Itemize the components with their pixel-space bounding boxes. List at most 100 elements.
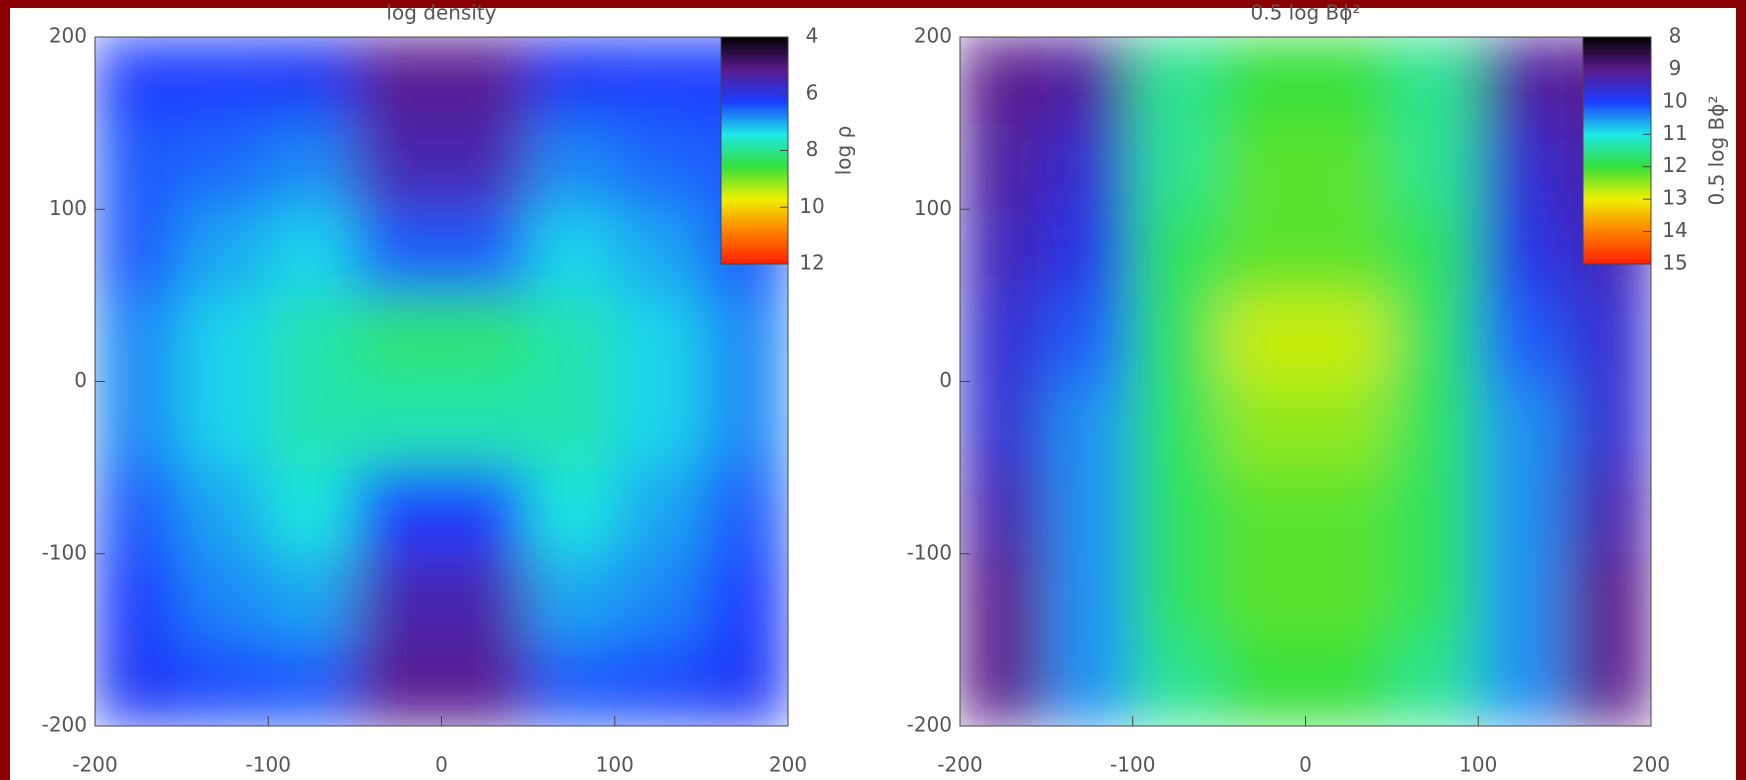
y-tick-label: -200 xyxy=(907,713,952,737)
heat-cell xyxy=(354,294,442,382)
colorbar-tick-label: 15 xyxy=(1662,251,1687,275)
heat-cell xyxy=(1218,553,1306,641)
heat-cell xyxy=(181,294,269,382)
colorbar xyxy=(720,36,789,265)
heat-cell xyxy=(960,381,1047,469)
heat-cell xyxy=(1477,467,1566,555)
heat-cell xyxy=(267,467,356,555)
heat-cell xyxy=(354,381,442,469)
heat-cell xyxy=(354,208,442,296)
heat-cell xyxy=(1045,122,1134,210)
heat-cell xyxy=(1391,208,1479,296)
x-tick-label: 200 xyxy=(1632,753,1670,777)
chart-title: log density xyxy=(386,1,496,25)
heat-cell xyxy=(527,553,616,641)
heat-cell xyxy=(1132,37,1220,124)
heat-cell xyxy=(1391,639,1479,726)
heat-cell xyxy=(1391,294,1479,382)
heat-cell xyxy=(700,639,788,726)
heat-cell xyxy=(1305,381,1393,469)
heat-cell xyxy=(354,467,442,555)
heat-cell xyxy=(354,122,442,210)
heat-cell xyxy=(95,553,183,641)
colorbar-tick-label: 6 xyxy=(806,80,819,104)
x-tick-label: 0 xyxy=(435,753,448,777)
x-tick-label: -200 xyxy=(72,753,117,777)
heat-cell xyxy=(1477,639,1566,726)
heat-cell xyxy=(1477,37,1566,124)
y-tick-label: -100 xyxy=(42,540,87,564)
heat-cell xyxy=(1045,639,1134,726)
heat-cell xyxy=(1564,294,1651,382)
heat-cell xyxy=(1132,639,1220,726)
heat-cell xyxy=(267,208,356,296)
heat-cell xyxy=(1305,122,1393,210)
heat-cell xyxy=(1045,37,1134,124)
heat-cell xyxy=(267,294,356,382)
heat-cell xyxy=(960,208,1047,296)
y-tick-label: -100 xyxy=(907,540,952,564)
heat-cell xyxy=(700,553,788,641)
heat-cell xyxy=(1132,122,1220,210)
heat-cell xyxy=(1045,208,1134,296)
heat-cell xyxy=(1391,467,1479,555)
colorbar-tick-label: 13 xyxy=(1662,186,1687,210)
heat-cell xyxy=(614,208,702,296)
colorbar-tick-label: 10 xyxy=(799,194,824,218)
colorbar-tick-label: 9 xyxy=(1669,56,1682,80)
heat-cell xyxy=(614,37,702,124)
colorbar-label: 0.5 log Bϕ² xyxy=(1705,96,1729,206)
x-tick-label: -100 xyxy=(1110,753,1155,777)
heatmap-cells xyxy=(95,37,788,726)
heat-cell xyxy=(614,553,702,641)
heat-cell xyxy=(354,553,442,641)
heat-cell xyxy=(95,639,183,726)
heat-cell xyxy=(1218,381,1306,469)
heat-cell xyxy=(960,37,1047,124)
heat-cell xyxy=(267,37,356,124)
heat-cell xyxy=(1218,294,1306,382)
y-tick-label: 100 xyxy=(914,196,952,220)
heat-cell xyxy=(181,122,269,210)
heat-cell xyxy=(1132,467,1220,555)
y-tick-label: -200 xyxy=(42,713,87,737)
heatmap-cells xyxy=(960,37,1651,726)
heat-cell xyxy=(1477,122,1566,210)
heat-cell xyxy=(1391,37,1479,124)
heat-cell xyxy=(1132,294,1220,382)
colorbar-tick-label: 4 xyxy=(806,24,819,48)
heat-cell xyxy=(181,208,269,296)
colorbar xyxy=(1582,36,1652,265)
heat-cell xyxy=(1045,467,1134,555)
colorbar-tick-label: 8 xyxy=(806,137,819,161)
colorbar-tick-label: 12 xyxy=(1662,153,1687,177)
heat-cell xyxy=(1391,122,1479,210)
heat-cell xyxy=(614,122,702,210)
heat-cell xyxy=(1218,639,1306,726)
x-tick-label: 100 xyxy=(1459,753,1497,777)
heat-cell xyxy=(1218,208,1306,296)
heat-cell xyxy=(441,467,529,555)
heat-cell xyxy=(95,208,183,296)
heat-cell xyxy=(441,294,529,382)
chart-title: 0.5 log Bϕ² xyxy=(1251,1,1361,25)
heat-cell xyxy=(1218,122,1306,210)
heat-cell xyxy=(354,37,442,124)
heat-cell xyxy=(1305,553,1393,641)
heat-cell xyxy=(1477,208,1566,296)
heat-cell xyxy=(441,208,529,296)
colorbar-tick-label: 8 xyxy=(1669,24,1682,48)
x-tick-label: 0 xyxy=(1299,753,1312,777)
heat-cell xyxy=(95,381,183,469)
heat-cell xyxy=(1305,467,1393,555)
heat-cell xyxy=(1391,381,1479,469)
heat-cell xyxy=(95,122,183,210)
heat-cell xyxy=(1391,553,1479,641)
heat-cell xyxy=(1477,294,1566,382)
heat-cell xyxy=(527,639,616,726)
heat-cell xyxy=(527,467,616,555)
x-tick-label: 100 xyxy=(596,753,634,777)
heat-cell xyxy=(1564,467,1651,555)
